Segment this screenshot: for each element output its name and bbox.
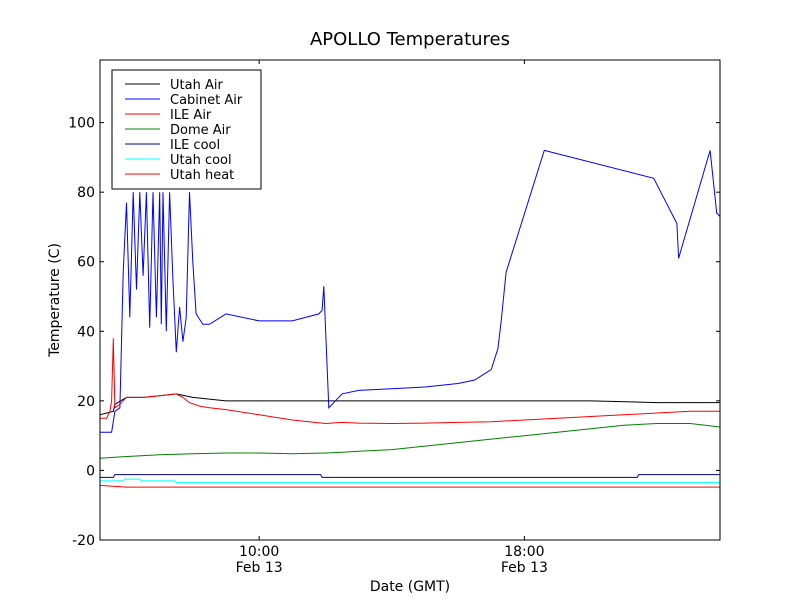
y-tick-label: 80 — [77, 185, 95, 201]
x-tick-sublabel: Feb 13 — [501, 560, 548, 576]
series-line-utah-heat — [100, 484, 720, 488]
plot-lines — [100, 149, 720, 488]
y-tick-label: 20 — [77, 394, 95, 410]
legend-label-utah-air: Utah Air — [170, 78, 223, 93]
x-tick-label: 10:00 — [239, 544, 279, 560]
legend-label-utah-cool: Utah cool — [170, 153, 232, 168]
y-axis-ticks: -20 0 20 40 60 80 100 — [68, 116, 720, 549]
series-line-utah-cool — [100, 478, 720, 484]
legend-label-ile-air: ILE Air — [170, 108, 212, 123]
plot-frame — [99, 59, 721, 541]
legend-label-utah-heat: Utah heat — [170, 168, 234, 183]
series-line-cabinet-air — [100, 149, 720, 433]
legend-label-cabinet-air: Cabinet Air — [170, 93, 243, 108]
legend-label-dome-air: Dome Air — [170, 123, 231, 138]
x-tick-sublabel: Feb 13 — [236, 560, 283, 576]
series-line-ile-cool — [100, 474, 720, 478]
y-axis-label: Temperature (C) — [47, 243, 63, 358]
x-axis-label: Date (GMT) — [370, 579, 450, 595]
series-line-ile-air — [100, 338, 720, 425]
x-tick-label: 18:00 — [504, 544, 544, 560]
y-tick-label: -20 — [72, 533, 95, 549]
series-line-dome-air — [100, 423, 720, 459]
y-tick-label: 100 — [68, 116, 95, 132]
legend-label-ile-cool: ILE cool — [170, 138, 220, 153]
y-tick-label: 0 — [86, 463, 95, 479]
y-tick-label: 60 — [77, 255, 95, 271]
chart-title: APOLLO Temperatures — [310, 29, 510, 50]
y-tick-label: 40 — [77, 324, 95, 340]
